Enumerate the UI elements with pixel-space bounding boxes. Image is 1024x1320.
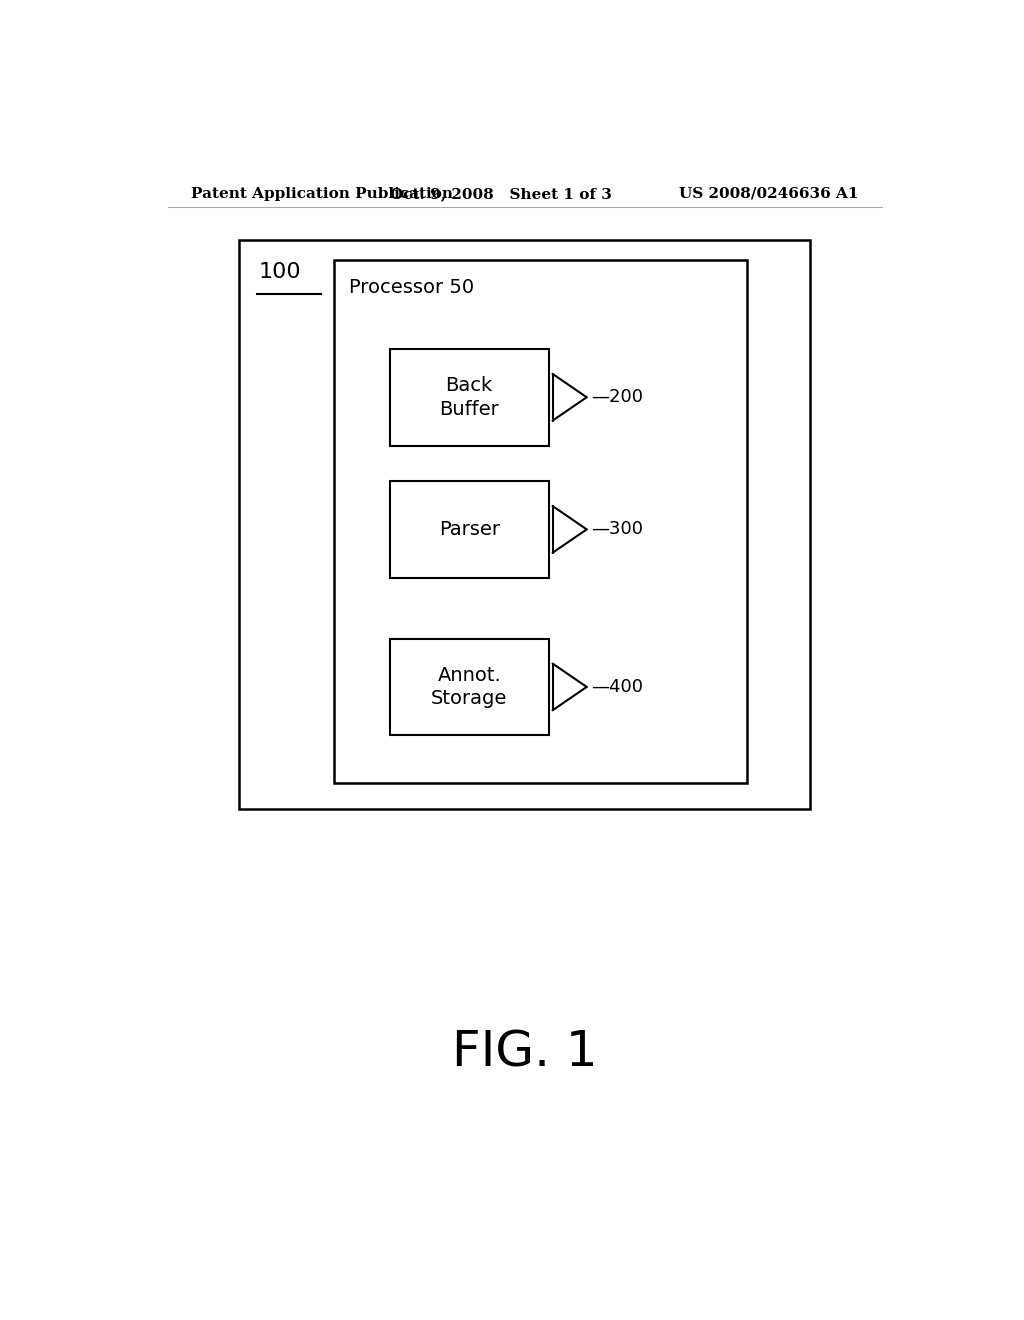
Bar bbox=[390, 639, 549, 735]
Text: Parser: Parser bbox=[438, 520, 500, 539]
Text: US 2008/0246636 A1: US 2008/0246636 A1 bbox=[679, 187, 858, 201]
Text: Oct. 9, 2008   Sheet 1 of 3: Oct. 9, 2008 Sheet 1 of 3 bbox=[390, 187, 612, 201]
Text: —200: —200 bbox=[591, 388, 643, 407]
Text: FIG. 1: FIG. 1 bbox=[452, 1028, 598, 1077]
Text: Processor 50: Processor 50 bbox=[348, 279, 474, 297]
Text: Back
Buffer: Back Buffer bbox=[439, 376, 499, 418]
Bar bbox=[390, 480, 549, 578]
Text: Patent Application Publication: Patent Application Publication bbox=[191, 187, 454, 201]
Text: —400: —400 bbox=[591, 678, 643, 696]
Text: —300: —300 bbox=[591, 520, 643, 539]
Text: Annot.
Storage: Annot. Storage bbox=[431, 665, 508, 708]
Bar bbox=[240, 240, 811, 809]
Bar bbox=[390, 348, 549, 446]
Text: 100: 100 bbox=[259, 263, 302, 282]
Bar bbox=[334, 260, 748, 784]
